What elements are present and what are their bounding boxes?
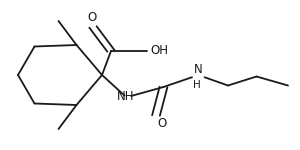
Text: N: N [194,63,202,76]
Text: H: H [194,80,201,90]
Text: NH: NH [117,90,134,102]
Text: OH: OH [150,44,168,57]
Text: O: O [158,117,167,130]
Text: O: O [87,11,96,24]
